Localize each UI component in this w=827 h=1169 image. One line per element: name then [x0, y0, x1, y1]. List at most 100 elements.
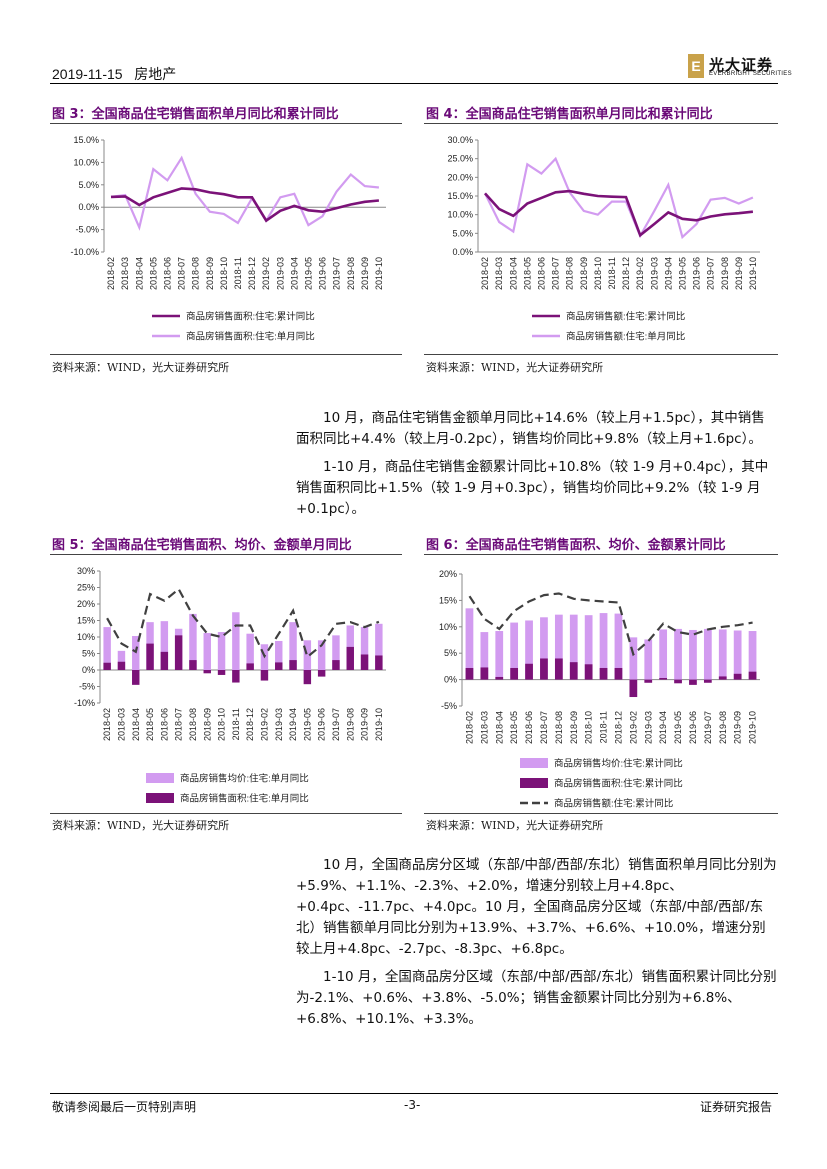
figure-6-title: 图 6：全国商品住宅销售面积、均价、金额累计同比 [426, 538, 726, 553]
report-section: 房地产 [134, 66, 177, 82]
x-tick-label: 2018-05 [522, 257, 532, 290]
x-tick-label: 2019-09 [360, 257, 370, 290]
y-tick-label: 25% [77, 583, 95, 593]
x-tick-label: 2019-02 [635, 257, 645, 290]
figure-3-source-rule [50, 354, 402, 355]
y-tick-label: 5% [444, 648, 457, 658]
footer-report-type: 证券研究报告 [700, 1100, 773, 1114]
series-line-monthly-yoy [484, 156, 754, 240]
y-tick-label: 15.0% [447, 191, 473, 201]
bar-price-yoy [189, 613, 197, 670]
x-tick-label: 2019-05 [302, 708, 312, 741]
bar-area-yoy [733, 673, 742, 680]
report-date-section: 2019-11-15 房地产 [52, 64, 176, 84]
y-tick-label: -5% [441, 701, 457, 711]
x-tick-label: 2018-09 [579, 257, 589, 290]
bar-price-yoy [375, 623, 383, 670]
bar-area-yoy [260, 670, 269, 681]
y-tick-label: -5% [79, 682, 95, 692]
x-tick-label: 2019-10 [374, 708, 384, 741]
legend-swatch [146, 793, 174, 803]
bar-price-yoy [703, 628, 712, 680]
bar-price-yoy [614, 613, 623, 680]
x-tick-label: 2018-03 [494, 257, 504, 290]
legend-label: 商品房销售面积:住宅:累计同比 [186, 311, 315, 323]
x-tick-label: 2018-10 [217, 708, 227, 741]
bar-area-yoy [674, 679, 682, 684]
y-tick-label: 15.0% [73, 135, 99, 145]
bar-area-yoy [540, 658, 548, 680]
bar-area-yoy [614, 667, 623, 680]
legend-label: 商品房销售额:住宅:累计同比 [566, 311, 685, 323]
footer-disclaimer: 敬请参阅最后一页特别声明 [52, 1100, 197, 1114]
bar-area-yoy [569, 662, 578, 680]
bar-area-yoy [174, 635, 183, 670]
figure-5-chart: -10% -5% 0% 5% 10% 15% 20% 25% 30% 2018-02 2018-03… [74, 566, 386, 805]
x-tick-label: 2019-10 [748, 257, 758, 290]
x-tick-label: 2018-12 [245, 708, 255, 741]
figure-4-chart: 0.0% 5.0% 10.0% 15.0% 20.0% 25.0% 30.0% 2018-02… [447, 135, 760, 343]
y-tick-label: 0% [82, 665, 95, 675]
bar-area-yoy [554, 658, 563, 680]
y-tick-label: 25.0% [447, 154, 473, 164]
x-tick-label: 2018-04 [134, 257, 144, 290]
x-tick-label: 2019-10 [748, 711, 758, 744]
x-tick-label: 2018-10 [219, 257, 229, 290]
bar-area-yoy [480, 667, 489, 680]
x-tick-label: 2019-07 [331, 708, 341, 741]
x-tick-label: 2019-09 [360, 708, 370, 741]
bar-price-yoy [629, 637, 638, 680]
y-tick-label: 10.0% [73, 157, 99, 167]
bar-price-yoy [289, 622, 297, 670]
x-tick-label: 2019-03 [649, 257, 659, 290]
bar-area-yoy [375, 655, 383, 670]
bar-area-yoy [525, 663, 533, 680]
x-tick-label: 2018-04 [131, 708, 141, 741]
x-tick-label: 2018-10 [593, 257, 603, 290]
bar-area-yoy [189, 660, 197, 670]
x-tick-label: 2018-08 [188, 708, 198, 741]
x-tick-label: 2018-03 [120, 257, 130, 290]
x-tick-label: 2018-05 [145, 708, 155, 741]
bar-price-yoy [275, 640, 283, 670]
series-line-monthly-yoy [110, 155, 380, 231]
x-tick-label: 2019-07 [332, 257, 342, 290]
legend-swatch [146, 773, 174, 783]
page-number: -3- [404, 1098, 421, 1112]
bar-area-yoy [584, 664, 593, 680]
bar-price-yoy [510, 622, 519, 680]
x-tick-label: 2019-08 [345, 708, 355, 741]
analysis-text-2: 10 月，全国商品房分区域（东部/中部/西部/东北）销售面积单月同比分别为+5.… [296, 855, 778, 1037]
logo-name: 光大证券 [709, 56, 774, 74]
bar-area-yoy [465, 667, 474, 680]
bar-area-yoy [644, 679, 653, 683]
x-tick-label: 2018-11 [233, 257, 243, 289]
x-tick-label: 2018-06 [162, 257, 172, 290]
x-tick-label: 2018-02 [480, 257, 490, 290]
figure-6-source-rule [424, 813, 778, 814]
bar-price-yoy [160, 621, 169, 670]
x-tick-label: 2019-07 [706, 257, 716, 290]
x-tick-label: 2018-04 [508, 257, 518, 290]
y-tick-label: 10% [77, 632, 95, 642]
x-tick-label: 2018-02 [464, 711, 474, 744]
bar-price-yoy [569, 614, 578, 680]
x-tick-label: 2019-06 [317, 708, 327, 741]
figure-3-title: 图 3：全国商品住宅销售面积单月同比和累计同比 [52, 107, 339, 122]
bar-price-yoy [525, 620, 533, 680]
figure-5-source: 资料来源：WIND，光大证券研究所 [52, 819, 230, 832]
figure-3-title-rule [50, 123, 402, 124]
report-date: 2019-11-15 [52, 66, 123, 82]
bar-price-yoy [465, 608, 474, 680]
figure-4-source: 资料来源：WIND，光大证券研究所 [426, 361, 604, 374]
logo-english: EVERBRIGHT SECURITIES [709, 71, 792, 77]
legend-swatch [520, 778, 548, 788]
y-tick-label: 5% [82, 649, 95, 659]
legend-label: 商品房销售均价:住宅:累计同比 [554, 758, 683, 770]
x-tick-label: 2018-05 [148, 257, 158, 290]
x-tick-label: 2019-02 [261, 257, 271, 290]
x-tick-label: 2018-09 [205, 257, 215, 290]
bar-price-yoy [246, 633, 254, 670]
paragraph: 10 月，全国商品房分区域（东部/中部/西部/东北）销售面积单月同比分别为+5.… [296, 857, 777, 957]
bar-area-yoy [203, 670, 211, 674]
